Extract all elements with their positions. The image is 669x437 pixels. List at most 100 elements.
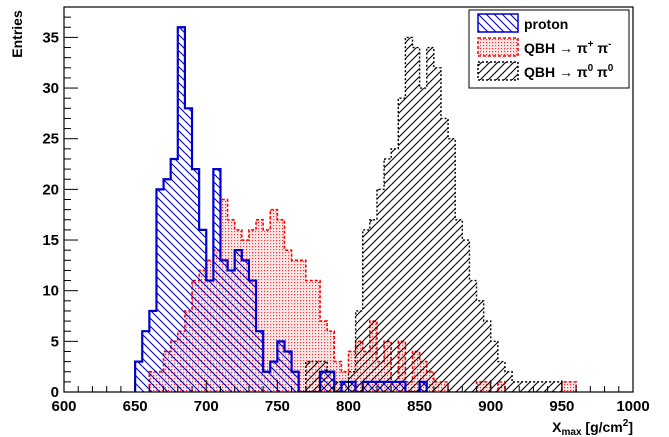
bin-0-730 bbox=[248, 280, 257, 392]
x-tick-label: 650 bbox=[123, 398, 148, 415]
bin-0-660 bbox=[149, 310, 157, 392]
bin-2-790 bbox=[334, 381, 342, 392]
bin-0-720 bbox=[234, 250, 242, 392]
legend-swatch-qbh-neutral bbox=[477, 61, 519, 81]
x-tick-labels: 600 650 700 750 800 850 900 950 1000 bbox=[51, 398, 649, 415]
bin-1-955 bbox=[568, 381, 577, 392]
series-outline-0 bbox=[134, 26, 428, 392]
bin-0-815 bbox=[369, 381, 377, 392]
bin-2-905 bbox=[497, 361, 505, 392]
bin-0-695 bbox=[199, 229, 207, 392]
bin-1-760 bbox=[291, 260, 299, 392]
series-layer bbox=[134, 26, 577, 392]
bin-1-765 bbox=[298, 260, 306, 392]
bin-1-750 bbox=[277, 219, 285, 392]
x-tick-label: 950 bbox=[549, 398, 574, 415]
x-tick-label: 800 bbox=[336, 398, 361, 415]
bin-2-865 bbox=[440, 118, 449, 392]
bin-2-860 bbox=[433, 67, 441, 392]
x-tick-label: 600 bbox=[51, 398, 76, 415]
bin-2-880 bbox=[462, 240, 470, 392]
legend: proton QBH → π+ π- QBH → π0 π0 bbox=[468, 9, 630, 89]
y-axis-title: Entries bbox=[9, 10, 25, 58]
bin-2-825 bbox=[384, 158, 392, 392]
bin-0-835 bbox=[398, 381, 406, 392]
bin-2-770 bbox=[305, 361, 313, 392]
bin-0-685 bbox=[184, 108, 193, 392]
bin-0-735 bbox=[256, 331, 264, 392]
bin-2-875 bbox=[455, 219, 463, 392]
bin-0-800 bbox=[348, 381, 356, 392]
bin-0-820 bbox=[376, 381, 385, 392]
bin-2-830 bbox=[391, 148, 399, 392]
bin-1-740 bbox=[263, 229, 271, 392]
bin-2-895 bbox=[483, 321, 491, 392]
bin-0-760 bbox=[291, 371, 299, 392]
legend-swatch-qbh-charged bbox=[477, 37, 519, 57]
bin-1-780 bbox=[320, 321, 328, 392]
x-tick-label: 850 bbox=[407, 398, 432, 415]
bin-2-835 bbox=[398, 98, 406, 392]
bin-0-715 bbox=[227, 270, 235, 392]
bin-2-900 bbox=[490, 341, 498, 392]
bin-0-780 bbox=[320, 371, 328, 392]
bin-2-910 bbox=[504, 371, 513, 392]
bin-0-785 bbox=[327, 371, 335, 392]
bin-2-915 bbox=[512, 381, 520, 392]
y-tick-label: 5 bbox=[51, 333, 59, 350]
bin-2-840 bbox=[405, 37, 413, 392]
legend-swatch-proton bbox=[477, 13, 519, 33]
y-tick-labels: 0 5 10 15 20 25 30 35 bbox=[42, 29, 59, 401]
legend-label-proton: proton bbox=[524, 16, 568, 32]
bin-1-790 bbox=[334, 361, 342, 392]
legend-label-qbh-charged: QBH → π+ π- bbox=[524, 39, 611, 56]
bin-0-740 bbox=[263, 371, 271, 392]
bin-2-870 bbox=[448, 138, 456, 392]
bin-0-670 bbox=[163, 179, 171, 392]
bin-1-735 bbox=[256, 219, 264, 392]
bin-1-745 bbox=[270, 209, 278, 392]
bin-2-855 bbox=[426, 47, 434, 392]
bin-0-830 bbox=[391, 381, 399, 392]
axis-ticks bbox=[63, 6, 634, 393]
series-2 bbox=[305, 36, 563, 392]
bin-0-705 bbox=[213, 169, 221, 392]
bin-0-650 bbox=[135, 361, 143, 392]
bin-0-675 bbox=[170, 158, 178, 392]
x-tick-label: 900 bbox=[478, 398, 503, 415]
bin-0-825 bbox=[384, 381, 392, 392]
bin-2-920 bbox=[519, 381, 527, 392]
bin-0-680 bbox=[177, 27, 185, 392]
legend-entry-proton: proton bbox=[477, 13, 568, 33]
bin-2-945 bbox=[554, 381, 562, 392]
y-tick-label: 10 bbox=[42, 283, 59, 300]
x-tick-label: 750 bbox=[265, 398, 290, 415]
bin-0-810 bbox=[362, 381, 370, 392]
bin-0-710 bbox=[220, 260, 228, 392]
bin-1-770 bbox=[305, 280, 313, 392]
series-outline-2 bbox=[305, 36, 563, 392]
bin-0-795 bbox=[341, 381, 349, 392]
y-tick-label: 30 bbox=[42, 80, 59, 97]
bin-2-885 bbox=[469, 280, 477, 392]
legend-label-qbh-neutral: QBH → π0 π0 bbox=[524, 63, 614, 80]
bin-2-810 bbox=[362, 229, 370, 392]
bin-0-850 bbox=[419, 381, 427, 392]
bin-2-890 bbox=[476, 300, 484, 392]
bin-0-725 bbox=[241, 260, 249, 392]
bin-0-690 bbox=[192, 169, 200, 392]
bin-0-745 bbox=[270, 361, 278, 392]
y-tick-label: 15 bbox=[42, 232, 59, 249]
bin-1-775 bbox=[312, 280, 321, 392]
bin-2-775 bbox=[312, 361, 321, 392]
y-tick-label: 20 bbox=[42, 181, 59, 198]
bin-2-815 bbox=[369, 219, 377, 392]
y-tick-label: 0 bbox=[51, 384, 59, 401]
legend-entry-qbh-neutral: QBH → π0 π0 bbox=[477, 61, 614, 81]
bin-2-930 bbox=[533, 381, 541, 392]
bin-2-935 bbox=[540, 381, 548, 392]
bin-0-655 bbox=[142, 331, 150, 392]
x-tick-label: 700 bbox=[194, 398, 219, 415]
bin-0-700 bbox=[206, 280, 214, 392]
bin-0-755 bbox=[284, 351, 292, 392]
